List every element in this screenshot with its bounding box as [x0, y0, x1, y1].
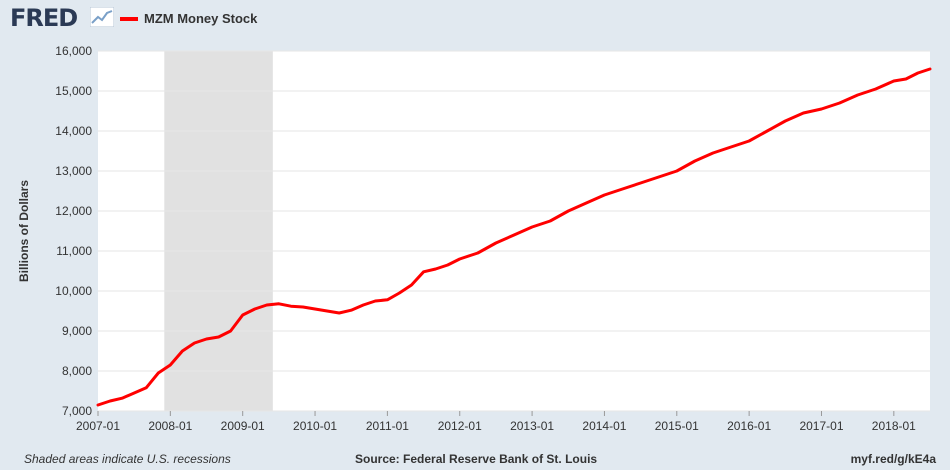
source-note: Source: Federal Reserve Bank of St. Loui… — [355, 452, 598, 466]
y-tick-label: 10,000 — [55, 284, 92, 298]
y-tick-label: 11,000 — [56, 244, 92, 258]
fred-logo: FRED — [10, 4, 78, 32]
legend-label: MZM Money Stock — [144, 11, 258, 26]
y-tick-label: 7,000 — [62, 404, 92, 418]
series-line-mzm — [96, 67, 932, 407]
y-tick-label: 9,000 — [62, 324, 92, 338]
recession-band — [164, 51, 273, 411]
legend-swatch — [120, 16, 138, 21]
x-tick-label: 2009-01 — [221, 419, 265, 433]
x-tick-label: 2016-01 — [727, 419, 771, 433]
chart-legend: MZM Money Stock — [120, 11, 257, 26]
y-axis-label: Billions of Dollars — [17, 180, 31, 282]
x-tick-label: 2010-01 — [293, 419, 337, 433]
x-tick-label: 2018-01 — [872, 419, 916, 433]
x-tick-label: 2007-01 — [76, 419, 120, 433]
x-tick-label: 2011-01 — [366, 419, 409, 433]
x-tick-label: 2017-01 — [799, 419, 843, 433]
x-tick-label: 2014-01 — [582, 419, 626, 433]
short-url[interactable]: myf.red/g/kE4a — [850, 452, 936, 466]
y-tick-label: 13,000 — [55, 164, 92, 178]
y-tick-label: 16,000 — [55, 44, 92, 58]
y-tick-label: 8,000 — [62, 364, 92, 378]
x-tick-label: 2015-01 — [655, 419, 699, 433]
recession-note: Shaded areas indicate U.S. recessions — [24, 452, 231, 466]
x-tick-label: 2008-01 — [148, 419, 192, 433]
line-chart-icon — [90, 7, 114, 27]
chart: 7,000 8,000 9,000 10,000 11,000 12,000 13,000 1… — [17, 44, 932, 433]
y-tick-label: 14,000 — [55, 124, 92, 138]
x-tick-label: 2013-01 — [510, 419, 554, 433]
y-tick-label: 15,000 — [55, 84, 92, 98]
y-tick-label: 12,000 — [55, 204, 92, 218]
x-tick-label: 2012-01 — [438, 419, 482, 433]
